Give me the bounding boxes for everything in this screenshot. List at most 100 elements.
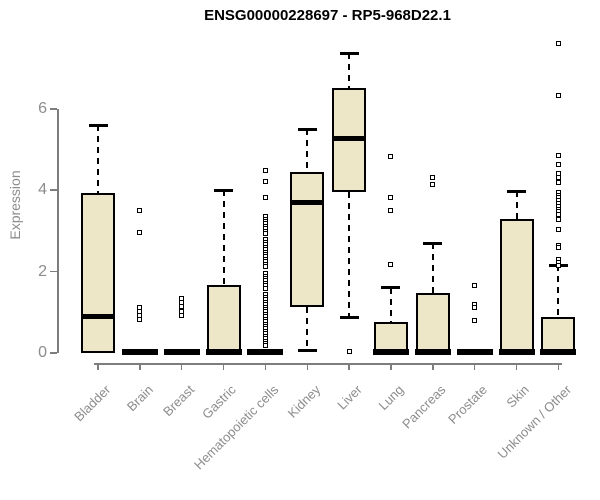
outlier-pancreas	[430, 182, 436, 188]
upper-whisker-skin	[515, 191, 518, 220]
x-axis-tick	[557, 363, 560, 370]
x-category-label: Prostate	[445, 382, 491, 427]
outlier-breast	[179, 312, 185, 318]
y-axis-tick	[50, 352, 57, 354]
upper-whisker-cap-kidney	[297, 127, 317, 131]
outlier-hematopoietic-cells	[262, 195, 268, 201]
lower-whisker-liver	[348, 191, 351, 318]
median-skin	[498, 349, 535, 355]
x-category-label: Bladder	[71, 382, 114, 425]
lower-whisker-cap-kidney	[297, 349, 317, 353]
outlier-hematopoietic-cells	[262, 264, 268, 270]
outlier-prostate	[472, 283, 478, 289]
outlier-liver	[346, 349, 352, 355]
median-liver	[332, 135, 367, 141]
outlier-unknown-other	[555, 227, 561, 233]
outlier-prostate	[472, 317, 478, 323]
box-lung	[373, 322, 408, 353]
upper-whisker-unknown-other	[557, 265, 560, 318]
upper-whisker-cap-gastric	[214, 188, 234, 192]
outlier-prostate	[472, 305, 478, 311]
box-skin	[499, 219, 534, 353]
outlier-unknown-other	[555, 153, 561, 159]
outlier-unknown-other	[555, 162, 561, 168]
y-axis-tick	[50, 189, 57, 191]
y-axis-tick	[50, 108, 57, 110]
x-axis-tick	[432, 363, 434, 370]
upper-whisker-cap-skin	[507, 189, 526, 193]
x-axis-tick	[97, 363, 99, 370]
outlier-unknown-other	[555, 217, 561, 222]
outlier-lung	[388, 208, 394, 214]
box-gastric	[206, 284, 241, 353]
outlier-lung	[388, 262, 394, 268]
upper-whisker-bladder	[97, 125, 99, 194]
median-gastric	[205, 349, 242, 355]
x-category-label: Gastric	[199, 382, 240, 422]
median-lung	[372, 349, 409, 355]
upper-whisker-liver	[348, 53, 351, 89]
outlier-unknown-other	[555, 262, 561, 268]
x-axis-tick	[390, 363, 392, 370]
collapsed-box-breast	[163, 349, 200, 355]
x-category-label: Liver	[334, 382, 365, 413]
chart-title: ENSG00000228697 - RP5-968D22.1	[204, 7, 451, 24]
outlier-unknown-other	[555, 41, 561, 47]
upper-whisker-gastric	[222, 190, 225, 285]
outlier-unknown-other	[555, 245, 561, 251]
outlier-unknown-other	[555, 180, 561, 186]
x-axis-tick	[222, 363, 225, 370]
upper-whisker-cap-liver	[339, 51, 359, 55]
outlier-unknown-other	[555, 93, 561, 99]
x-axis-tick	[139, 363, 141, 370]
x-category-label: Brain	[123, 382, 156, 415]
outlier-hematopoietic-cells	[262, 231, 268, 237]
upper-whisker-kidney	[306, 129, 309, 172]
outlier-brain	[137, 207, 143, 213]
upper-whisker-cap-bladder	[88, 123, 108, 127]
lower-whisker-cap-liver	[339, 315, 359, 319]
x-axis-tick	[264, 363, 267, 370]
outlier-unknown-other	[555, 175, 561, 181]
y-tick-label: 0	[38, 344, 47, 361]
collapsed-box-hematopoietic-cells	[247, 349, 284, 355]
outlier-hematopoietic-cells	[262, 343, 268, 349]
collapsed-box-brain	[121, 349, 158, 355]
x-category-label: Unknown / Other	[494, 382, 574, 462]
lower-whisker-kidney	[306, 307, 309, 351]
outlier-pancreas	[430, 175, 436, 181]
x-axis-line	[94, 363, 563, 365]
upper-whisker-pancreas	[431, 243, 434, 294]
y-axis-tick	[50, 270, 57, 273]
box-bladder	[81, 193, 115, 353]
outlier-lung	[388, 153, 394, 159]
median-kidney	[290, 199, 325, 205]
upper-whisker-cap-lung	[381, 286, 401, 290]
x-category-label: Pancreas	[398, 382, 449, 432]
outlier-hematopoietic-cells	[262, 285, 268, 291]
outlier-brain	[137, 316, 143, 322]
median-unknown-other	[540, 349, 577, 355]
box-pancreas	[415, 293, 450, 353]
x-category-label: Kidney	[284, 382, 323, 421]
upper-whisker-cap-pancreas	[423, 241, 443, 245]
x-axis-tick	[515, 363, 518, 370]
median-pancreas	[414, 349, 451, 355]
y-tick-label: 2	[38, 262, 47, 280]
y-tick-label: 6	[38, 99, 47, 117]
x-axis-tick	[180, 363, 183, 370]
outlier-brain	[137, 230, 143, 236]
x-axis-tick	[348, 363, 350, 370]
x-category-label: Lung	[375, 382, 407, 414]
outlier-hematopoietic-cells	[262, 167, 268, 173]
upper-whisker-lung	[389, 287, 392, 323]
x-axis-tick	[306, 363, 308, 370]
y-tick-label: 4	[38, 181, 47, 199]
median-bladder	[81, 313, 115, 319]
x-category-label: Skin	[503, 382, 533, 411]
outlier-unknown-other	[555, 212, 561, 218]
outlier-lung	[388, 195, 394, 201]
collapsed-box-prostate	[456, 349, 493, 355]
